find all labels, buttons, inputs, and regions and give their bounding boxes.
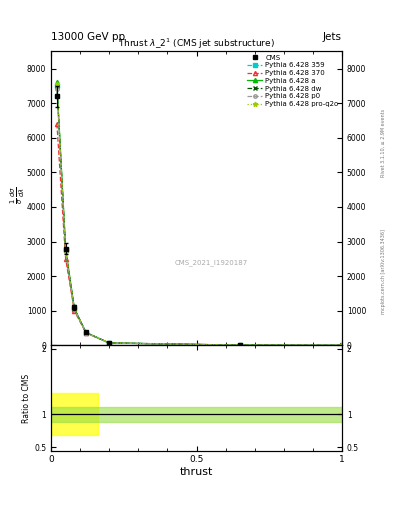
Text: Rivet 3.1.10, ≥ 2.9M events: Rivet 3.1.10, ≥ 2.9M events (381, 109, 386, 178)
Pythia 6.428 370 (238, 342, 242, 348)
Text: CMS_2021_I1920187: CMS_2021_I1920187 (174, 260, 248, 266)
Pythia 6.428 p0 (84, 330, 88, 336)
Pythia 6.428 359 (72, 306, 77, 312)
Pythia 6.428 370 (72, 308, 77, 314)
Pythia 6.428 pro-q2o (55, 81, 59, 87)
Pythia 6.428 370 (340, 343, 344, 349)
Pythia 6.428 a (72, 305, 77, 311)
Pythia 6.428 a (84, 329, 88, 335)
Pythia 6.428 a (55, 79, 59, 86)
Pythia 6.428 pro-q2o (107, 340, 112, 346)
Pythia 6.428 a (238, 342, 242, 348)
Line: Pythia 6.428 p0: Pythia 6.428 p0 (55, 88, 343, 347)
Pythia 6.428 359 (63, 247, 68, 253)
Text: 13000 GeV pp: 13000 GeV pp (51, 32, 125, 42)
Pythia 6.428 pro-q2o (340, 343, 344, 349)
Pythia 6.428 a (63, 245, 68, 251)
Text: Jets: Jets (323, 32, 342, 42)
X-axis label: thrust: thrust (180, 467, 213, 477)
Pythia 6.428 dw (340, 343, 344, 349)
Title: Thrust $\lambda\_2^1$ (CMS jet substructure): Thrust $\lambda\_2^1$ (CMS jet substruct… (118, 37, 275, 51)
Legend: CMS, Pythia 6.428 359, Pythia 6.428 370, Pythia 6.428 a, Pythia 6.428 dw, Pythia: CMS, Pythia 6.428 359, Pythia 6.428 370,… (246, 53, 340, 109)
Y-axis label: Ratio to CMS: Ratio to CMS (22, 373, 31, 422)
Pythia 6.428 p0 (55, 86, 59, 92)
Pythia 6.428 p0 (63, 248, 68, 254)
Pythia 6.428 dw (63, 247, 68, 253)
Line: Pythia 6.428 pro-q2o: Pythia 6.428 pro-q2o (55, 81, 344, 348)
Pythia 6.428 p0 (107, 340, 112, 346)
Pythia 6.428 dw (84, 330, 88, 336)
Pythia 6.428 370 (84, 330, 88, 336)
Pythia 6.428 p0 (72, 306, 77, 312)
Pythia 6.428 p0 (340, 343, 344, 349)
Pythia 6.428 pro-q2o (72, 306, 77, 312)
Text: mcplots.cern.ch [arXiv:1306.3436]: mcplots.cern.ch [arXiv:1306.3436] (381, 229, 386, 314)
Pythia 6.428 a (107, 340, 112, 346)
Pythia 6.428 dw (72, 306, 77, 312)
Line: Pythia 6.428 a: Pythia 6.428 a (55, 80, 344, 348)
Pythia 6.428 dw (238, 342, 242, 348)
Pythia 6.428 370 (107, 340, 112, 346)
Pythia 6.428 a (340, 343, 344, 349)
Pythia 6.428 p0 (238, 342, 242, 348)
Pythia 6.428 dw (107, 340, 112, 346)
Pythia 6.428 pro-q2o (84, 329, 88, 335)
Line: Pythia 6.428 370: Pythia 6.428 370 (55, 122, 344, 348)
Pythia 6.428 pro-q2o (63, 246, 68, 252)
Line: Pythia 6.428 dw: Pythia 6.428 dw (55, 84, 344, 348)
Pythia 6.428 359 (340, 343, 344, 349)
Line: Pythia 6.428 359: Pythia 6.428 359 (55, 84, 343, 347)
Pythia 6.428 359 (238, 342, 242, 348)
Pythia 6.428 370 (55, 121, 59, 127)
Pythia 6.428 pro-q2o (238, 342, 242, 348)
Pythia 6.428 dw (55, 83, 59, 89)
Pythia 6.428 359 (107, 340, 112, 346)
Pythia 6.428 359 (84, 330, 88, 336)
Pythia 6.428 359 (55, 83, 59, 89)
Pythia 6.428 370 (63, 256, 68, 262)
Text: $\frac{1}{\sigma}\,\frac{d\sigma}{d\lambda}$: $\frac{1}{\sigma}\,\frac{d\sigma}{d\lamb… (9, 185, 27, 204)
